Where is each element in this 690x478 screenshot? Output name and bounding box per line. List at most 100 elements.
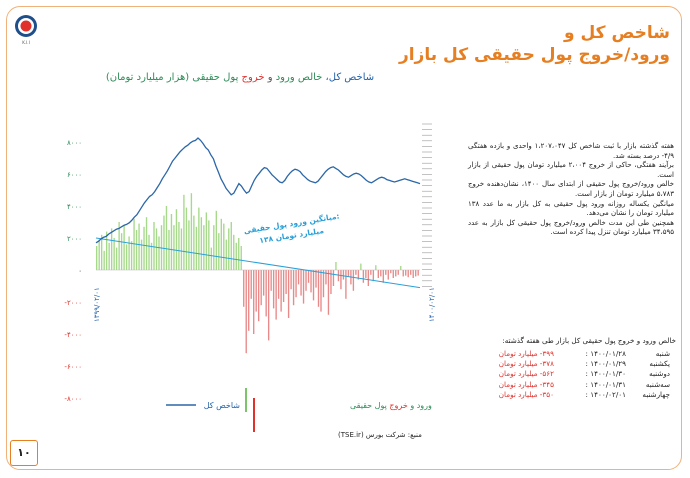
outflow-bar xyxy=(292,270,295,306)
chart-title-part1: شاخص کل، xyxy=(322,72,375,83)
inflow-bar xyxy=(218,233,220,270)
inflow-bar xyxy=(105,231,108,270)
title-line-1: شاخص کل و xyxy=(563,23,670,43)
inflow-bar xyxy=(155,228,158,270)
chart-title-part3: پول حقیقی (هزار میلیارد تومان) xyxy=(105,72,242,83)
inflow-bar xyxy=(138,223,140,270)
inflow-bar xyxy=(115,247,118,270)
y-tick-label: -۲۰۰۰ xyxy=(64,299,82,307)
inflow-bar xyxy=(143,226,145,270)
outflow-bar xyxy=(262,270,265,296)
outflow-bar xyxy=(325,270,327,285)
outflow-bar xyxy=(355,270,357,275)
inflow-bar xyxy=(190,193,193,270)
inflow-bar xyxy=(108,242,110,270)
weekly-row: یکشنبه ۱۴۰۰/۰۱/۲۹ : ۳۷۸- میلیارد تومان xyxy=(474,359,670,369)
index-line xyxy=(95,137,421,244)
inflow-bar xyxy=(233,234,235,270)
company-logo xyxy=(15,15,37,37)
inflow-bar xyxy=(173,225,175,270)
inflow-bar xyxy=(188,220,190,270)
weekly-day: دوشنبه xyxy=(649,369,670,379)
outflow-bar xyxy=(282,270,285,302)
outflow-bar xyxy=(362,270,365,283)
inflow-bar xyxy=(110,228,113,270)
weekly-date: ۱۴۰۰/۰۱/۲۸ : xyxy=(585,349,626,358)
inflow-bar xyxy=(113,238,115,270)
outflow-bar xyxy=(310,270,312,293)
weekly-date: ۱۴۰۰/۰۱/۲۹ : xyxy=(585,359,626,369)
weekly-heading: خالص ورود و خروج پول حقیقی کل بازار طی ه… xyxy=(502,336,676,345)
outflow-bar xyxy=(295,270,297,298)
x-end-label: ۱۴۰۰/۰۲/۰۱ xyxy=(428,287,436,322)
outflow-bar xyxy=(315,270,317,288)
weekly-day: یکشنبه xyxy=(649,359,670,369)
outflow-bar xyxy=(253,270,255,334)
outflow-bar xyxy=(415,270,417,277)
outflow-bar xyxy=(347,270,350,277)
outflow-bar xyxy=(245,270,247,354)
inflow-bar xyxy=(400,266,402,270)
outflow-bar xyxy=(280,270,282,312)
page-number: ۱۰ xyxy=(10,440,38,466)
summary-text: هفته گذشته بازار با ثبت شاخص کل ۱،۲۰۷،۰۴… xyxy=(468,142,674,238)
outflow-bar xyxy=(382,270,384,283)
outflow-bar xyxy=(250,270,252,299)
inflow-bar xyxy=(235,242,237,270)
inflow-bar xyxy=(185,207,188,270)
inflow-bar xyxy=(100,234,103,270)
inflow-bar xyxy=(193,215,195,270)
outflow-bar xyxy=(305,270,307,291)
weekly-row: سه‌شنبه ۱۴۰۰/۰۱/۳۱ : ۳۴۵- میلیارد تومان xyxy=(474,380,670,390)
inflow-bar xyxy=(238,238,240,270)
weekly-value: ۳۷۸- میلیارد تومان xyxy=(498,359,554,369)
outflow-bar xyxy=(322,270,325,298)
inflow-bar xyxy=(195,226,198,270)
outflow-bar xyxy=(392,270,394,278)
weekly-row: شنبه ۱۴۰۰/۰۱/۲۸ : ۳۹۹- میلیارد تومان xyxy=(474,349,670,359)
inflow-bar xyxy=(153,222,155,270)
outflow-bar xyxy=(275,270,277,320)
inflow-bar xyxy=(103,250,105,270)
outflow-bar xyxy=(320,270,322,312)
inflow-bar xyxy=(118,222,120,270)
outflow-bar xyxy=(390,270,392,274)
inflow-bar xyxy=(198,207,200,270)
weekly-value: ۳۹۹- میلیارد تومان xyxy=(498,349,554,358)
inflow-bar xyxy=(148,234,150,270)
inflow-bar xyxy=(203,225,205,270)
summary-paragraph: برآیند هفتگی، حاکی از خروج ۲،۰۰۴ میلیارد… xyxy=(468,161,674,179)
legend-flow-label: ورود و خروج پول حقیقی xyxy=(350,401,432,410)
outflow-bar xyxy=(365,270,367,278)
outflow-bar xyxy=(265,270,267,317)
y-tick-label: -۴۰۰۰ xyxy=(64,331,82,339)
outflow-bar xyxy=(402,270,404,277)
outflow-bar xyxy=(372,270,375,282)
y-tick-label: ۸۰۰۰ xyxy=(67,139,82,147)
outflow-bar xyxy=(312,270,315,301)
outflow-bar xyxy=(380,270,382,277)
chart-title-part2: و xyxy=(264,72,276,83)
outflow-bar xyxy=(370,270,372,275)
weekly-table: شنبه ۱۴۰۰/۰۱/۲۸ : ۳۹۹- میلیارد تومان یکش… xyxy=(474,349,670,400)
outflow-bar xyxy=(345,270,347,299)
inflow-bar xyxy=(130,241,133,270)
inflow-bar xyxy=(98,239,100,270)
outflow-bar xyxy=(258,270,260,322)
inflow-bar xyxy=(123,225,125,270)
outflow-bar xyxy=(285,270,287,294)
inflow-bar xyxy=(208,220,210,270)
outflow-bar xyxy=(330,270,332,294)
y-tick-label: ۴۰۰۰ xyxy=(67,203,82,211)
inflow-bar xyxy=(165,206,168,270)
inflow-bar xyxy=(96,246,98,270)
weekly-value: ۳۴۵- میلیارد تومان xyxy=(498,379,554,389)
inflow-bar xyxy=(240,246,242,270)
y-tick-label: -۶۰۰۰ xyxy=(64,363,82,371)
weekly-date: ۱۴۰۰/۰۱/۳۱ : xyxy=(585,379,626,389)
weekly-row: دوشنبه ۱۴۰۰/۰۱/۳۰ : ۵۶۲- میلیارد تومان xyxy=(474,369,670,379)
inflow-bar xyxy=(170,214,173,270)
outflow-bar xyxy=(243,270,245,307)
inflow-bar xyxy=(223,223,225,270)
y-tick-label: -۸۰۰۰ xyxy=(64,395,82,403)
